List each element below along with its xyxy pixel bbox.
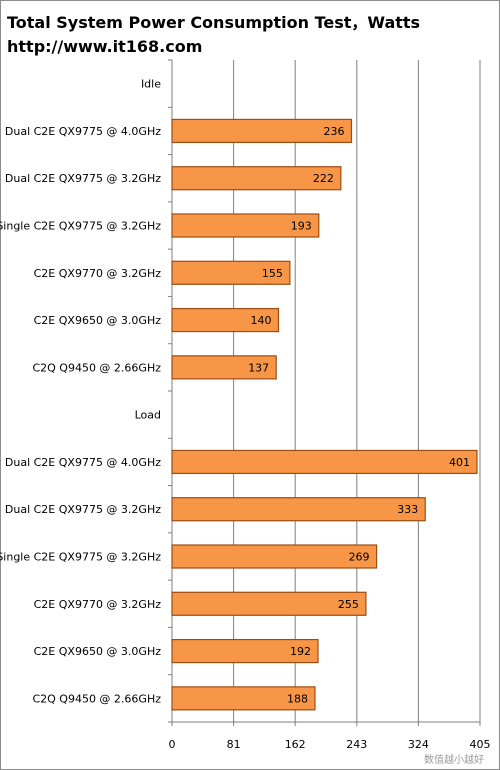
data-label: 236 <box>323 125 344 138</box>
category-label: C2E QX9650 @ 3.0GHz <box>34 645 162 658</box>
data-label: 269 <box>349 551 370 564</box>
bar <box>171 449 478 475</box>
x-tick-label: 162 <box>285 738 306 751</box>
category-label: Dual C2E QX9775 @ 4.0GHz <box>5 125 161 138</box>
category-label: Single C2E QX9775 @ 3.2GHz <box>0 220 161 233</box>
bar <box>171 497 426 522</box>
watermark: 数值越小越好 <box>424 755 484 766</box>
category-label: Dual C2E QX9775 @ 4.0GHz <box>5 456 161 469</box>
bar <box>171 638 319 664</box>
bar <box>171 260 291 285</box>
data-label: 255 <box>338 598 359 611</box>
category-label: C2E QX9770 @ 3.2GHz <box>34 267 162 280</box>
data-label: 155 <box>262 267 283 280</box>
x-tick-label: 324 <box>408 738 429 751</box>
data-label: 192 <box>290 645 311 658</box>
x-tick-label: 405 <box>470 738 491 751</box>
x-tick-label: 81 <box>227 738 241 751</box>
data-label: 188 <box>287 692 308 705</box>
data-label: 401 <box>449 456 470 469</box>
bar <box>171 307 280 333</box>
category-label: C2Q Q9450 @ 2.66GHz <box>32 361 161 374</box>
bar <box>171 355 277 380</box>
data-label: 333 <box>397 503 418 516</box>
category-label: C2Q Q9450 @ 2.66GHz <box>32 692 161 705</box>
data-label: 222 <box>313 172 334 185</box>
bar <box>171 544 378 569</box>
category-label: Load <box>135 409 161 422</box>
category-label: Dual C2E QX9775 @ 3.2GHz <box>5 172 161 185</box>
category-label: C2E QX9650 @ 3.0GHz <box>34 314 162 327</box>
category-label: C2E QX9770 @ 3.2GHz <box>34 598 162 611</box>
data-label: 193 <box>291 220 312 233</box>
x-tick-label: 243 <box>346 738 367 751</box>
category-label: Dual C2E QX9775 @ 3.2GHz <box>5 503 161 516</box>
category-label: Single C2E QX9775 @ 3.2GHz <box>0 551 161 564</box>
data-label: 137 <box>248 361 269 374</box>
bar <box>171 213 320 238</box>
x-tick-label: 0 <box>169 738 176 751</box>
data-label: 140 <box>250 314 271 327</box>
chart-title: Total System Power Consumption Test，Watt… <box>7 13 421 32</box>
bar <box>171 591 367 616</box>
chart-subtitle: http://www.it168.com <box>7 37 203 56</box>
bar <box>171 166 342 191</box>
bar <box>171 686 316 711</box>
bar <box>171 118 353 144</box>
category-label: Idle <box>141 78 161 91</box>
